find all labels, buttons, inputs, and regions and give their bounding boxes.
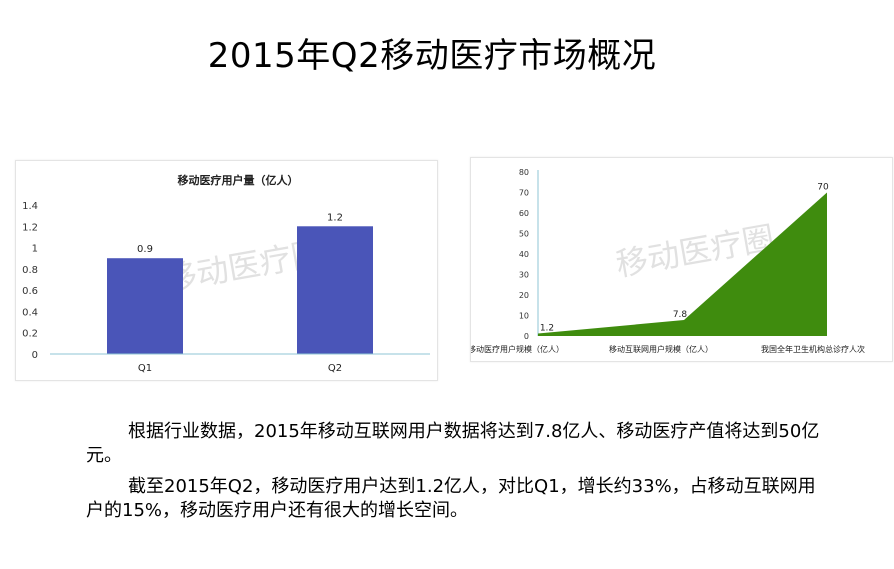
area-category-label: 移动互联网用户规模（亿人） [609,344,713,354]
paragraph-2: 截至2015年Q2，移动医疗用户达到1.2亿人，对比Q1，增长约33%，占移动互… [86,476,816,521]
area-category-label: 移动医疗用户规模（亿人） [471,344,564,354]
area-y-tick-label: 20 [519,291,529,300]
area-y-tick-label: 70 [519,189,529,198]
bar-chart-panel: 移动医疗用户量（亿人） 移动医疗圈 1.4 1.2 1 0.8 0.6 0.4 0.2 0 0… [15,160,438,381]
paragraph-1: 根据行业数据，2015年移动互联网用户数据将达到7.8亿人、移动医疗产值将达到5… [86,421,820,466]
bar-value-label: 0.9 [137,244,153,255]
bar-category-label: Q2 [328,363,342,374]
area-value-label: 70 [817,183,829,193]
bar-q2 [297,226,373,354]
bar-y-tick-label: 0.8 [22,265,38,276]
bar-value-label: 1.2 [327,212,343,223]
area-y-tick-label: 60 [519,209,529,218]
area-y-tick-label: 40 [519,250,529,259]
area-y-tick-label: 30 [519,271,529,280]
bar-q1 [107,258,183,354]
area-value-label: 7.8 [673,310,688,320]
area-chart-panel: 移动医疗圈 80 70 60 50 40 30 20 10 0 1.2 7.8 70 移动医疗用户规… [470,157,893,362]
area-category-label: 我国全年卫生机构总诊疗人次 [761,344,865,354]
bar-category-label: Q1 [138,363,152,374]
bar-chart: 移动医疗用户量（亿人） 移动医疗圈 1.41.210.80.60.40.20 0… [22,173,430,374]
bar-y-tick-label: 0.4 [22,307,38,318]
bar-y-tick-label: 1.4 [22,201,38,212]
area-series [538,192,827,336]
area-y-tick-label: 50 [519,230,529,239]
bar-y-tick-label: 0 [32,350,38,361]
bar-y-tick-label: 0.2 [22,329,38,340]
bar-chart-title: 移动医疗用户量（亿人） [178,173,299,187]
area-y-tick-label: 0 [524,332,529,341]
area-value-label: 1.2 [540,324,554,334]
area-y-tick-label: 80 [519,168,529,177]
bar-y-tick-label: 1 [32,244,38,255]
area-y-tick-label: 10 [519,312,529,321]
bar-y-tick-label: 1.2 [22,222,38,233]
page-title: 2015年Q2移动医疗市场概况 [207,36,657,76]
bar-y-tick-label: 0.6 [22,286,38,297]
body-text: 根据行业数据，2015年移动互联网用户数据将达到7.8亿人、移动医疗产值将达到5… [86,420,826,530]
